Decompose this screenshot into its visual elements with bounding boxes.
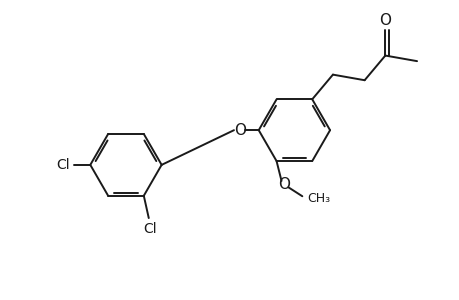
Text: Cl: Cl (143, 221, 156, 236)
Text: CH₃: CH₃ (307, 192, 330, 205)
Text: Cl: Cl (56, 158, 69, 172)
Text: O: O (277, 177, 289, 192)
Text: O: O (379, 13, 391, 28)
Text: O: O (233, 123, 246, 138)
